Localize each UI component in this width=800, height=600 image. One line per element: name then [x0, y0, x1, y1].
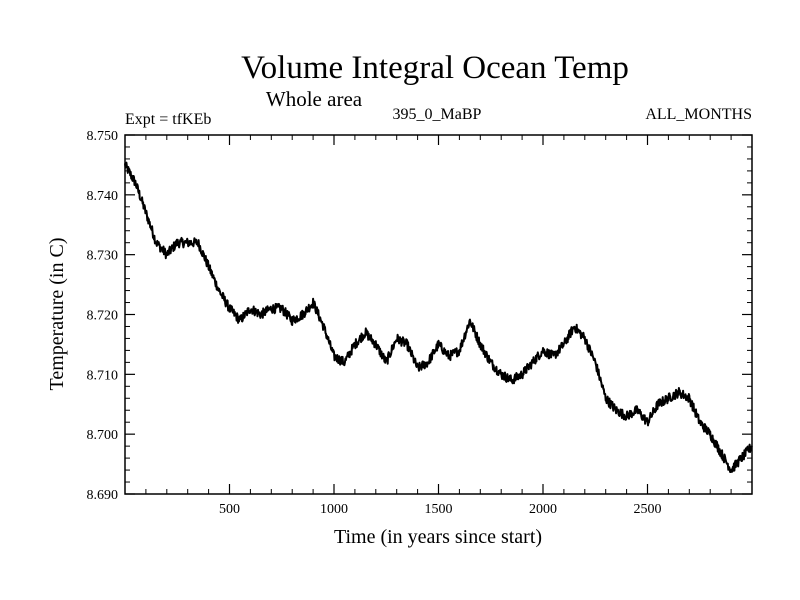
- minor-ticks: [125, 135, 752, 494]
- x-tick-label: 1000: [320, 502, 348, 517]
- x-tick-labels: 500 1000 1500 2000 2500: [219, 502, 662, 517]
- y-tick-label: 8.750: [87, 129, 119, 144]
- x-axis-label: Time (in years since start): [334, 526, 542, 548]
- y-tick-labels: 8.690 8.700 8.710 8.720 8.730 8.740 8.750: [87, 129, 119, 503]
- y-tick-label: 8.740: [87, 189, 119, 204]
- experiment-label: Expt = tfKEb: [125, 111, 211, 128]
- chart-subtitle: Whole area: [266, 87, 363, 111]
- months-label: ALL_MONTHS: [645, 106, 752, 123]
- y-tick-label: 8.700: [87, 428, 119, 443]
- y-tick-label: 8.730: [87, 249, 119, 264]
- y-tick-label: 8.690: [87, 488, 119, 503]
- y-axis-label: Temperature (in C): [46, 238, 68, 391]
- y-tick-label: 8.710: [87, 368, 119, 383]
- temperature-series-line: [124, 161, 753, 473]
- x-tick-label: 500: [219, 502, 240, 517]
- x-tick-label: 2500: [634, 502, 662, 517]
- x-tick-label: 1500: [425, 502, 453, 517]
- y-tick-label: 8.720: [87, 309, 119, 324]
- chart-title: Volume Integral Ocean Temp: [241, 50, 629, 86]
- plot-frame: [124, 134, 753, 495]
- period-label: 395_0_MaBP: [393, 106, 482, 123]
- x-tick-label: 2000: [529, 502, 557, 517]
- major-ticks: [125, 134, 752, 495]
